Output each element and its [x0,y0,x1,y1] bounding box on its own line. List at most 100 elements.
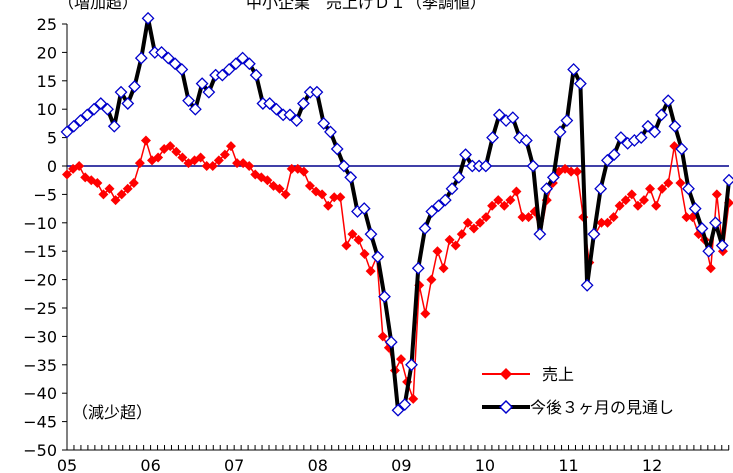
sales-point [505,195,516,206]
outlook-point [134,51,148,65]
y-tick-label: −45 [23,413,57,432]
outlook-point [101,102,114,116]
sales-point [219,149,230,160]
y-tick-label: 10 [37,100,57,119]
outlook-point [398,398,412,411]
outlook-point [600,153,614,167]
sales-point [98,189,109,200]
outlook-point [236,51,250,65]
outlook-point [168,57,182,71]
sales-point [499,200,510,211]
outlook-point [526,159,540,173]
x-tick-label: 09 [391,456,411,473]
x-tick-label: 07 [224,456,244,473]
sales-point [493,195,504,206]
legend-outlook-marker [498,399,514,415]
legend: 売上 今後３ヶ月の見通し [482,365,674,417]
outlook-point [141,11,155,25]
x-tick-label: 05 [57,456,77,473]
sales-point [274,183,285,194]
sales-point [323,200,334,211]
sales-point [468,223,479,234]
sales-point [438,263,449,274]
outlook-point [283,108,297,122]
outlook-point [229,57,243,71]
outlook-point [418,222,432,235]
y-tick-label: −15 [23,242,57,261]
outlook-point [357,202,371,216]
sales-point [116,189,127,200]
sales-point [420,308,431,319]
y-tick-label: −25 [23,299,57,318]
sales-point [128,178,139,189]
outlook-point [634,131,648,145]
y-tick-label: −30 [23,327,57,346]
outlook-point [202,85,216,99]
outlook-point [269,102,283,116]
sales-point [626,189,637,200]
x-tick-label: 06 [140,456,160,473]
sales-point [566,166,577,177]
outlook-point [479,159,493,173]
sales-point [92,178,103,189]
sales-point [365,266,376,277]
sales-point [298,166,309,177]
outlook-point [425,205,439,218]
outlook-point [364,227,378,241]
sales-point [104,183,115,194]
sales-point [511,186,522,197]
outlook-point [715,239,729,252]
sales-point [651,200,662,211]
sales-point [195,152,206,163]
outlook-point [384,335,398,349]
outlook-point [540,182,554,196]
sales-point [335,192,346,203]
sales-point [596,217,607,228]
sales-point [572,166,583,177]
outlook-point [107,119,121,133]
outlook-point [188,102,202,116]
sales-point [487,200,498,211]
sales-point [165,141,176,152]
sales-point [62,169,72,180]
outlook-point [688,202,702,216]
sales-point [614,200,625,211]
outlook-point [67,119,81,133]
outlook-point [80,108,94,122]
sales-point [262,175,273,186]
outlook-point [175,63,189,76]
outlook-point [242,57,256,71]
sales-point [280,189,291,200]
outlook-point [722,173,733,187]
sales-point [523,212,534,223]
sales-point [663,178,674,189]
outlook-point [573,77,587,91]
outlook-point [182,94,196,108]
outlook-point [506,111,520,125]
sales-point [474,217,485,228]
outlook-point [661,94,675,108]
outlook-point [492,108,506,122]
sales-point [608,212,619,223]
chart-title: 中小企業 売上げＤＩ（季調値） [246,0,486,12]
sales-point [140,135,151,146]
y-tick-label: −40 [23,384,57,403]
sales-point [377,331,388,342]
sales-point [462,217,473,228]
sales-point [517,212,528,223]
outlook-point [87,102,101,116]
sales-point [456,229,467,240]
outlook-point [114,85,128,99]
sales-point [244,161,255,171]
outlook-point [702,244,716,258]
outlook-point [94,97,108,110]
outlook-point [310,85,324,99]
sales-point [432,246,443,257]
sales-point [638,195,649,206]
sales-point [450,240,461,251]
outlook-point [709,216,722,230]
outlook-point [411,261,425,275]
sales-point [232,158,243,169]
sales-point [286,163,297,174]
outlook-point [60,125,74,139]
